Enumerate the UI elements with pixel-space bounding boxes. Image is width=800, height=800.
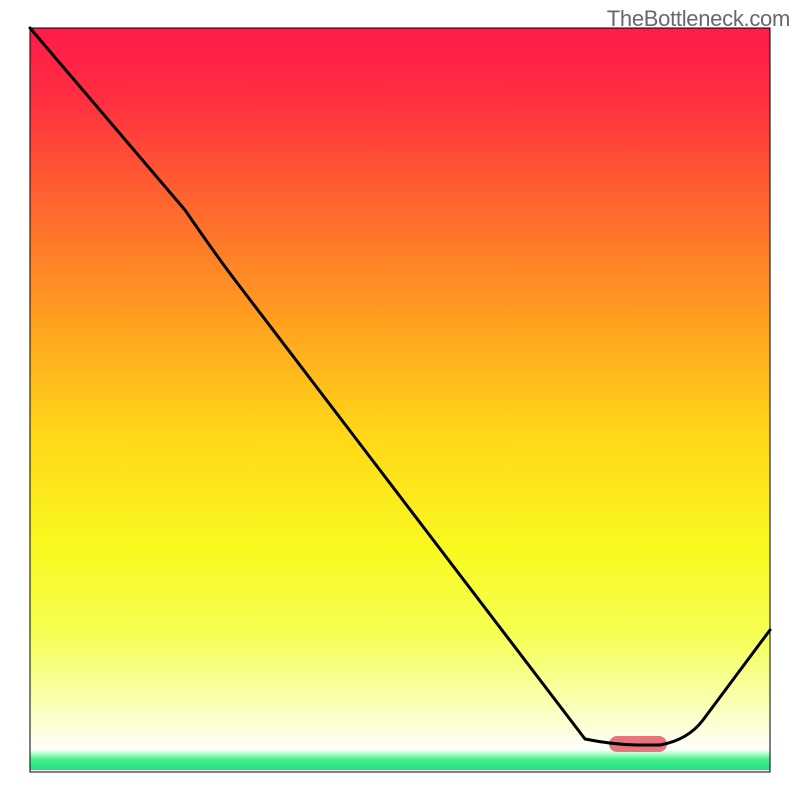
watermark-text: TheBottleneck.com — [607, 6, 790, 32]
bottleneck-chart: TheBottleneck.com — [0, 0, 800, 800]
chart-svg — [0, 0, 800, 800]
